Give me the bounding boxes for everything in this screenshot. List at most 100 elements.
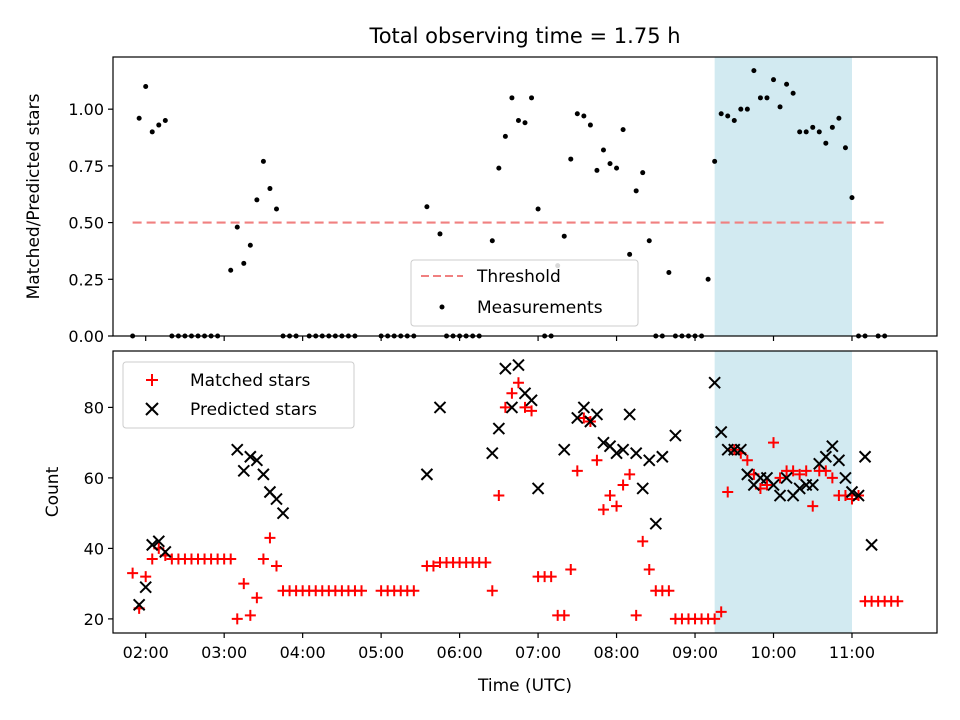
top-y-tick-label: 0.25	[68, 270, 104, 289]
top-legend: Threshold Measurements	[410, 259, 639, 327]
top-y-axis: 0.00 0.25 0.50 0.75 1.00	[68, 100, 113, 346]
predicted-point	[858, 450, 872, 463]
measurement-point	[535, 206, 541, 212]
measurement-point	[744, 106, 750, 112]
predicted-point	[741, 468, 754, 481]
measurement-point	[712, 158, 718, 164]
measurement-point	[757, 95, 763, 101]
matched-point	[512, 377, 524, 389]
x-axis-label: Time (UTC)	[477, 676, 572, 696]
measurement-point	[143, 83, 149, 89]
predicted-point	[139, 580, 152, 594]
matched-point	[493, 490, 505, 502]
predicted-point	[531, 482, 545, 495]
matched-point	[506, 387, 518, 399]
measurement-points	[130, 68, 888, 339]
bottom-axes-frame	[112, 350, 938, 634]
bottom-legend-box	[122, 361, 355, 429]
matched-point	[794, 468, 806, 480]
matched-point	[140, 571, 152, 583]
matched-point	[800, 465, 812, 477]
predicted-point	[793, 482, 806, 495]
matched-point	[427, 560, 439, 572]
measurement-point	[267, 186, 273, 192]
x-tick-label: 09:00	[672, 643, 718, 662]
measurement-point	[620, 127, 626, 133]
matched-point	[774, 472, 786, 484]
measurement-point	[705, 276, 711, 282]
matched-point	[244, 609, 256, 621]
matched-point	[558, 609, 570, 621]
predicted-point	[780, 471, 793, 485]
x-tick-label: 06:00	[437, 643, 483, 662]
measurement-point	[515, 118, 521, 124]
measurement-point	[849, 195, 855, 201]
matched-point	[715, 606, 727, 618]
predicted-point	[244, 450, 257, 463]
predicted-point	[649, 517, 663, 530]
matched-point	[270, 560, 282, 572]
bottom-legend: Matched stars Predicted stars	[122, 361, 355, 429]
matched-point	[624, 468, 636, 480]
matched-point	[225, 553, 237, 565]
matched-point	[741, 454, 753, 466]
measurement-point	[771, 77, 777, 83]
predicted-point	[714, 425, 728, 439]
measurement-point	[241, 260, 247, 266]
matched-point	[499, 401, 511, 413]
predicted-point	[610, 447, 623, 460]
measurement-point	[149, 129, 155, 135]
predicted-point	[505, 401, 519, 414]
predicted-point	[571, 411, 584, 425]
x-tick-label: 08:00	[594, 643, 640, 662]
measurement-point	[489, 238, 495, 244]
measurement-point	[764, 95, 770, 101]
predicted-point	[656, 450, 669, 463]
matched-point	[787, 465, 799, 477]
top-y-axis-label: Matched/Predicted stars	[24, 93, 44, 299]
matched-legend-swatch	[146, 374, 158, 386]
matched-point	[722, 486, 734, 498]
predicted-point	[643, 454, 656, 467]
measurement-point	[437, 231, 443, 237]
matched-point	[251, 592, 263, 604]
bottom-y-axis-label: Count	[43, 466, 63, 517]
matched-point	[604, 490, 616, 502]
measurement-point	[784, 81, 790, 87]
measurement-point	[738, 106, 744, 112]
measurement-point	[561, 233, 567, 239]
predicted-point	[597, 436, 610, 449]
x-tick-label: 03:00	[201, 643, 247, 662]
predicted-point	[152, 535, 165, 548]
predicted-point	[486, 447, 499, 460]
predicted-point	[276, 506, 290, 520]
matched-point	[768, 437, 780, 449]
measurement-point	[502, 133, 508, 139]
predicted-point	[852, 489, 865, 502]
bottom-x-axis: 02:00 03:00 04:00 05:00 06:00 07:00 08:00 09:00…	[123, 633, 875, 662]
x-tick-label: 07:00	[515, 643, 561, 662]
measurement-point	[424, 204, 430, 210]
predicted-point	[525, 394, 538, 407]
measurement-point	[627, 251, 633, 257]
matched-point	[611, 500, 623, 512]
predicted-point	[146, 538, 159, 552]
predicted-point	[623, 408, 636, 421]
top-y-tick-label: 0.00	[68, 327, 104, 346]
bottom-y-axis: 20 40 60 80	[84, 398, 113, 629]
measurement-point	[823, 140, 829, 146]
measurement-point	[646, 238, 652, 244]
bottom-y-tick-label: 60	[84, 469, 104, 488]
measurement-point	[568, 156, 574, 162]
matched-point	[663, 585, 675, 597]
bottom-y-tick-label: 20	[84, 610, 104, 629]
matched-point	[519, 401, 531, 413]
measurement-point	[587, 122, 593, 128]
matched-point	[637, 535, 649, 547]
matched-point	[820, 465, 832, 477]
matched-point	[408, 585, 420, 597]
predicted-point	[270, 492, 283, 506]
matched-point	[807, 500, 819, 512]
predicted-point	[257, 468, 270, 481]
